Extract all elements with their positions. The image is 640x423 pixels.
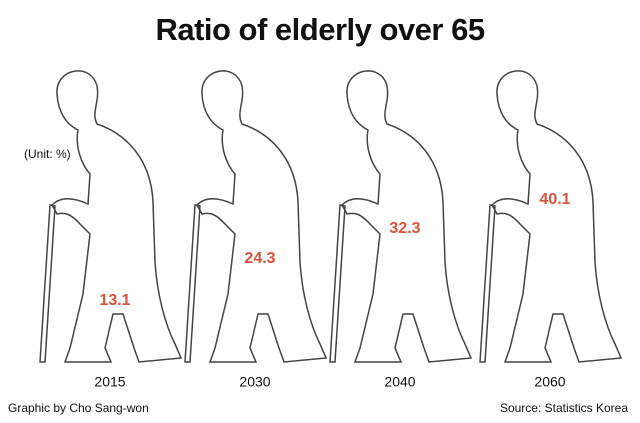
value-label: 24.3: [244, 250, 275, 267]
value-label: 32.3: [389, 220, 420, 237]
figure: [479, 70, 622, 363]
figure-body: [330, 70, 471, 362]
unit-label: (Unit: %): [24, 147, 71, 161]
category-label: 2040: [384, 374, 415, 390]
figure-body: [185, 70, 326, 362]
category-label: 2060: [534, 374, 565, 390]
figure: [39, 70, 182, 363]
value-label: 13.1: [99, 292, 130, 309]
figure: [184, 70, 327, 363]
figure-body: [480, 70, 621, 362]
figure: [329, 70, 472, 363]
value-label: 40.1: [539, 191, 570, 208]
source: Source: Statistics Korea: [500, 401, 628, 415]
credit: Graphic by Cho Sang-won: [8, 401, 149, 415]
chart-title: Ratio of elderly over 65: [155, 12, 484, 47]
figure-body: [40, 70, 181, 362]
category-label: 2015: [94, 374, 125, 390]
category-label: 2030: [239, 374, 270, 390]
